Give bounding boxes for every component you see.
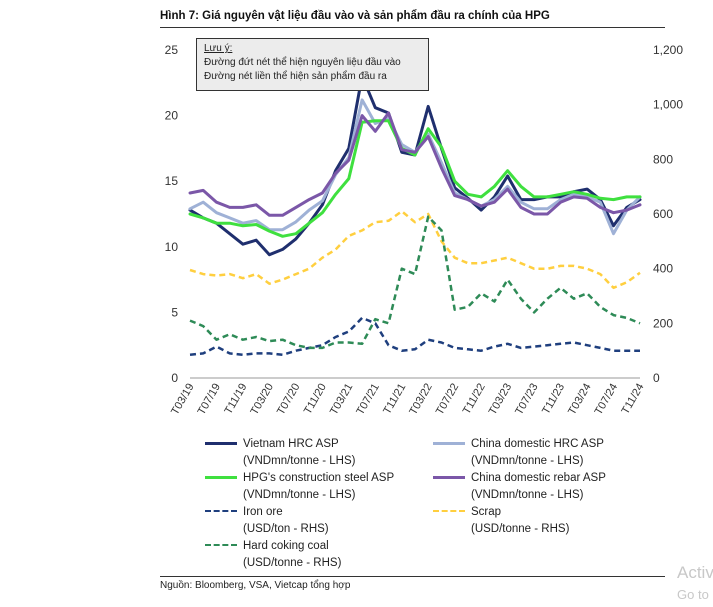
legend-series-unit: (USD/tonne - RHS) xyxy=(471,523,570,535)
legend-label: Vietnam HRC ASP (VNDmn/tonne - LHS) xyxy=(243,436,355,470)
x-tick-label: T03/22 xyxy=(407,382,435,418)
left-tick-label: 15 xyxy=(165,174,179,188)
legend-series-unit: (VNDmn/tonne - LHS) xyxy=(471,489,584,501)
figure-title: Hình 7: Giá nguyên vật liệu đầu vào và s… xyxy=(160,10,550,22)
legend-label: HPG's construction steel ASP (VNDmn/tonne… xyxy=(243,470,394,504)
x-tick-label: T11/21 xyxy=(381,382,408,417)
series-line-china-domestic-hrc-asp xyxy=(188,98,642,236)
left-tick-label: 5 xyxy=(171,305,178,319)
right-tick-label: 800 xyxy=(653,152,673,166)
legend-series-unit: (VNDmn/tonne - LHS) xyxy=(243,489,356,501)
legend-swatch xyxy=(433,442,465,445)
x-tick-label: T07/24 xyxy=(593,382,621,418)
left-tick-label: 10 xyxy=(165,240,179,254)
x-tick-label: T03/24 xyxy=(566,382,594,418)
legend-label: Scrap (USD/tonne - RHS) xyxy=(471,504,569,538)
watermark-line-1: Activate Windows xyxy=(677,563,713,582)
x-tick-label: T07/19 xyxy=(196,382,224,418)
x-tick-label: T07/22 xyxy=(434,382,462,418)
legend-series-unit: (USD/tonne - RHS) xyxy=(243,557,342,569)
x-tick-label: T11/22 xyxy=(461,382,488,417)
series-line-iron-ore xyxy=(189,316,640,357)
legend-series-unit: (VNDmn/tonne - LHS) xyxy=(243,455,356,467)
legend-series-name: HPG's construction steel ASP xyxy=(243,472,395,484)
right-tick-label: 200 xyxy=(653,316,673,330)
watermark-line-2: Go to Settings to activate Windows. xyxy=(677,587,713,602)
series-line-vietnam-hrc-asp xyxy=(188,74,642,257)
x-tick-label: T03/23 xyxy=(487,382,515,418)
legend-series-name: Scrap xyxy=(471,506,502,518)
series-line-hpg-s-construction-steel-asp xyxy=(188,119,642,238)
x-tick-label: T03/20 xyxy=(248,382,276,418)
legend-label: China domestic rebar ASP (VNDmn/tonne - L… xyxy=(471,470,606,504)
legend-series-name: Hard coking coal xyxy=(243,540,329,552)
note-line-dashed: Đường đứt nét thể hiện nguyên liệu đầu v… xyxy=(204,57,401,68)
x-tick-label: T11/19 xyxy=(222,382,249,417)
x-tick-label: T07/21 xyxy=(354,382,382,418)
x-tick-label: T03/21 xyxy=(328,382,356,418)
legend-series-name: Vietnam HRC ASP xyxy=(243,438,339,450)
legend-series-name: Iron ore xyxy=(243,506,283,518)
right-tick-label: 600 xyxy=(653,207,673,221)
x-tick-label: T07/23 xyxy=(513,382,541,418)
legend-swatch xyxy=(205,442,237,445)
activation-watermark: Activate Windows Go to Settings to activ… xyxy=(677,562,713,606)
x-tick-label: T07/20 xyxy=(275,382,303,418)
legend-series-name: China domestic rebar ASP xyxy=(471,472,606,484)
legend-label: China domestic HRC ASP (VNDmn/tonne - LHS… xyxy=(471,436,604,470)
series-line-hard-coking-coal xyxy=(189,215,641,350)
chart-note: Lưu ý: Đường đứt nét thể hiện nguyên liệ… xyxy=(196,38,429,91)
title-rule xyxy=(160,27,665,28)
left-tick-label: 0 xyxy=(171,371,178,385)
legend-series-name: China domestic HRC ASP xyxy=(471,438,604,450)
source-note: Nguồn: Bloomberg, VSA, Vietcap tổng hợp xyxy=(160,580,351,591)
left-tick-label: 20 xyxy=(165,109,179,123)
series-line-china-domestic-rebar-asp xyxy=(188,111,642,217)
series-line-scrap xyxy=(189,210,641,290)
legend-series-unit: (USD/ton - RHS) xyxy=(243,523,329,535)
left-tick-label: 25 xyxy=(165,43,179,57)
x-tick-label: T11/23 xyxy=(540,382,567,417)
legend-swatch xyxy=(433,476,465,479)
legend-swatch xyxy=(433,510,465,512)
legend-swatch xyxy=(205,544,237,546)
right-tick-label: 1,000 xyxy=(653,98,683,112)
legend-label: Hard coking coal (USD/tonne - RHS) xyxy=(243,538,341,572)
note-line-solid: Đường nét liền thể hiện sản phẩm đầu ra xyxy=(204,71,387,82)
note-title: Lưu ý: xyxy=(204,43,233,54)
x-tick-label: T03/19 xyxy=(169,382,197,418)
legend-swatch xyxy=(205,476,237,479)
x-tick-label: T11/24 xyxy=(619,382,646,417)
right-tick-label: 0 xyxy=(653,371,660,385)
right-tick-label: 400 xyxy=(653,262,673,276)
legend-series-unit: (VNDmn/tonne - LHS) xyxy=(471,455,584,467)
source-rule xyxy=(160,576,665,577)
legend-label: Iron ore (USD/ton - RHS) xyxy=(243,504,329,538)
legend-swatch xyxy=(205,510,237,512)
right-tick-label: 1,200 xyxy=(653,43,683,57)
x-tick-label: T11/20 xyxy=(302,382,329,417)
